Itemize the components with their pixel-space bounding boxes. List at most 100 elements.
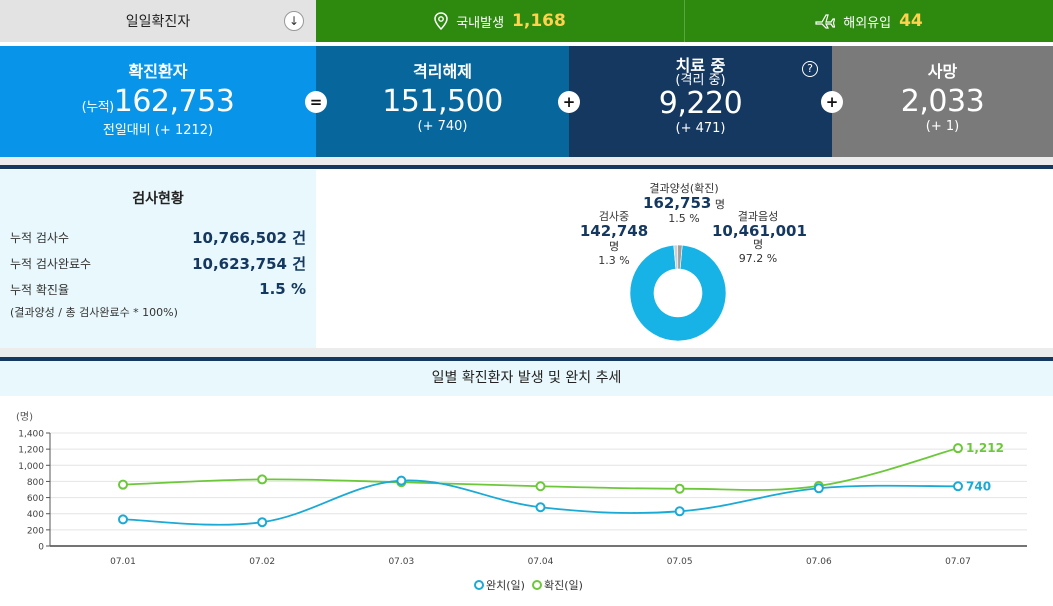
test-row-value: 10,766,502 건 bbox=[192, 228, 306, 247]
test-row-value: 1.5 % bbox=[259, 280, 306, 298]
testing-pct: 1.3 % bbox=[598, 254, 630, 267]
x-tick-label: 07.04 bbox=[528, 557, 554, 567]
negative-value: 10,461,001 bbox=[712, 222, 807, 240]
test-status-section: 검사현황 누적 검사수 10,766,502 건 누적 검사완료수 10,623… bbox=[0, 170, 1053, 348]
x-tick-label: 07.05 bbox=[667, 557, 693, 567]
donut-chart bbox=[629, 244, 727, 342]
y-tick-label: 200 bbox=[27, 526, 44, 536]
confirmed-value-line: (누적)162,753 bbox=[0, 84, 316, 119]
trend-chart-section: 일별 확진환자 발생 및 완치 추세 (명) 0 200 400 600 800 1,000… bbox=[0, 361, 1053, 606]
test-row-value: 10,623,754 건 bbox=[192, 254, 306, 273]
trend-line-chart: (명) 0 200 400 600 800 1,000 1,200 1,400 07.01 07.0… bbox=[16, 411, 1027, 592]
legend-marker bbox=[474, 580, 484, 590]
data-point[interactable] bbox=[257, 517, 268, 528]
data-point[interactable] bbox=[396, 475, 407, 486]
data-point[interactable] bbox=[118, 479, 128, 490]
test-row-label: 누적 검사수 bbox=[10, 230, 70, 245]
testing-label: 검사중 bbox=[598, 210, 630, 223]
confirmed-panel: 확진환자 (누적)162,753 전일대비 (+ 1212) bbox=[0, 46, 316, 157]
treating-value: 9,220 bbox=[658, 86, 743, 121]
test-row-label: 누적 확진율 bbox=[10, 282, 70, 297]
top-bar: 일일확진자 ↓ 국내발생 1,168 해외유입 44 bbox=[0, 0, 1053, 42]
data-point[interactable] bbox=[257, 474, 268, 485]
end-value-label: 1,212 bbox=[966, 441, 1004, 455]
x-tick-label: 07.02 bbox=[249, 557, 275, 567]
legend-label: 완치(일) bbox=[486, 578, 525, 592]
equals-icon: = bbox=[305, 91, 327, 113]
y-axis-label: (명) bbox=[16, 411, 33, 423]
divider bbox=[0, 357, 1053, 361]
plus-icon: + bbox=[821, 91, 843, 113]
donut-label-testing: 검사중 142,748 명 1.3 % bbox=[574, 210, 654, 268]
domestic-cases: 국내발생 1,168 bbox=[316, 0, 684, 42]
legend-label: 확진(일) bbox=[544, 578, 583, 592]
released-panel: = 격리해제 151,500 (+ 740) bbox=[305, 46, 569, 157]
x-tick-label: 07.07 bbox=[945, 557, 971, 567]
divider bbox=[0, 165, 1053, 169]
deaths-value: 2,033 bbox=[900, 84, 985, 119]
end-value-label: 740 bbox=[966, 479, 991, 493]
positivity-note: (결과양성 / 총 검사완료수 * 100%) bbox=[10, 306, 178, 319]
testing-value: 142,748 bbox=[579, 222, 649, 240]
deaths-label: 사망 bbox=[927, 62, 958, 81]
domestic-label: 국내발생 bbox=[456, 15, 505, 31]
positive-label: 결과양성(확진) bbox=[649, 182, 719, 195]
negative-label: 결과음성 bbox=[737, 210, 779, 223]
legend-item[interactable]: 완치(일) bbox=[474, 578, 525, 592]
data-point[interactable] bbox=[674, 506, 685, 517]
test-status-title: 검사현황 bbox=[132, 191, 184, 207]
released-value: 151,500 bbox=[382, 84, 503, 119]
plus-icon: + bbox=[558, 91, 580, 113]
overseas-value: 44 bbox=[899, 11, 923, 31]
test-row: 누적 검사수 10,766,502 건 bbox=[10, 226, 306, 248]
location-pin-icon bbox=[434, 12, 448, 30]
y-tick-label: 400 bbox=[27, 510, 44, 520]
overseas-cases: 해외유입 44 bbox=[684, 0, 1053, 42]
positive-value: 162,753 bbox=[643, 194, 712, 212]
daily-confirmed-label: 일일확진자 bbox=[125, 14, 191, 30]
legend-item[interactable]: 확진(일) bbox=[532, 578, 583, 592]
y-tick-label: 1,200 bbox=[18, 446, 44, 456]
cumulative-prefix: (누적) bbox=[81, 100, 115, 115]
test-summary: 검사현황 누적 검사수 10,766,502 건 누적 검사완료수 10,623… bbox=[0, 170, 316, 348]
donut-label-positive: 결과양성(확진) 162,753 명 1.5 % bbox=[634, 182, 734, 226]
treating-delta: (+ 471) bbox=[675, 121, 726, 136]
data-point[interactable] bbox=[535, 481, 546, 492]
data-point[interactable] bbox=[953, 443, 963, 454]
y-tick-label: 0 bbox=[38, 543, 44, 553]
testing-unit: 명 bbox=[608, 240, 620, 253]
x-tick-label: 07.06 bbox=[806, 557, 832, 567]
data-point[interactable] bbox=[535, 502, 546, 513]
y-tick-label: 1,000 bbox=[18, 462, 44, 472]
test-row-label: 누적 검사완료수 bbox=[10, 256, 92, 271]
released-label: 격리해제 bbox=[413, 62, 472, 81]
deaths-delta: (+ 1) bbox=[925, 119, 960, 134]
test-row: 누적 검사완료수 10,623,754 건 bbox=[10, 252, 306, 274]
positive-unit: 명 bbox=[714, 198, 725, 211]
airplane-icon bbox=[815, 14, 836, 29]
donut-slice-positive bbox=[677, 244, 683, 270]
overseas-label: 해외유입 bbox=[843, 15, 892, 31]
help-icon[interactable]: ? bbox=[802, 61, 818, 77]
donut-slice-negative bbox=[629, 244, 727, 342]
x-tick-label: 07.03 bbox=[388, 557, 414, 567]
confirmed-value: 162,753 bbox=[113, 84, 235, 119]
daily-breakdown: 국내발생 1,168 해외유입 44 bbox=[316, 0, 1053, 42]
domestic-value: 1,168 bbox=[512, 11, 566, 31]
negative-unit: 명 bbox=[752, 238, 764, 251]
treating-label-sub: (격리 중) bbox=[675, 73, 726, 88]
daily-confirmed-toggle[interactable]: 일일확진자 ↓ bbox=[0, 0, 316, 42]
data-point[interactable] bbox=[953, 481, 963, 492]
donut-label-negative: 결과음성 10,461,001 명 97.2 % bbox=[712, 210, 807, 266]
positive-pct: 1.5 % bbox=[668, 212, 700, 225]
deaths-panel: + 사망 2,033 (+ 1) bbox=[821, 46, 1053, 157]
data-point[interactable] bbox=[674, 483, 685, 494]
arrow-down-icon[interactable]: ↓ bbox=[284, 11, 304, 31]
data-point[interactable] bbox=[813, 483, 824, 494]
confirmed-delta: 전일대비 (+ 1212) bbox=[102, 123, 214, 138]
divider bbox=[0, 157, 1053, 165]
y-tick-label: 600 bbox=[27, 494, 44, 504]
treating-label: 치료 중 bbox=[675, 56, 726, 75]
released-delta: (+ 740) bbox=[417, 119, 468, 134]
data-point[interactable] bbox=[118, 514, 128, 525]
